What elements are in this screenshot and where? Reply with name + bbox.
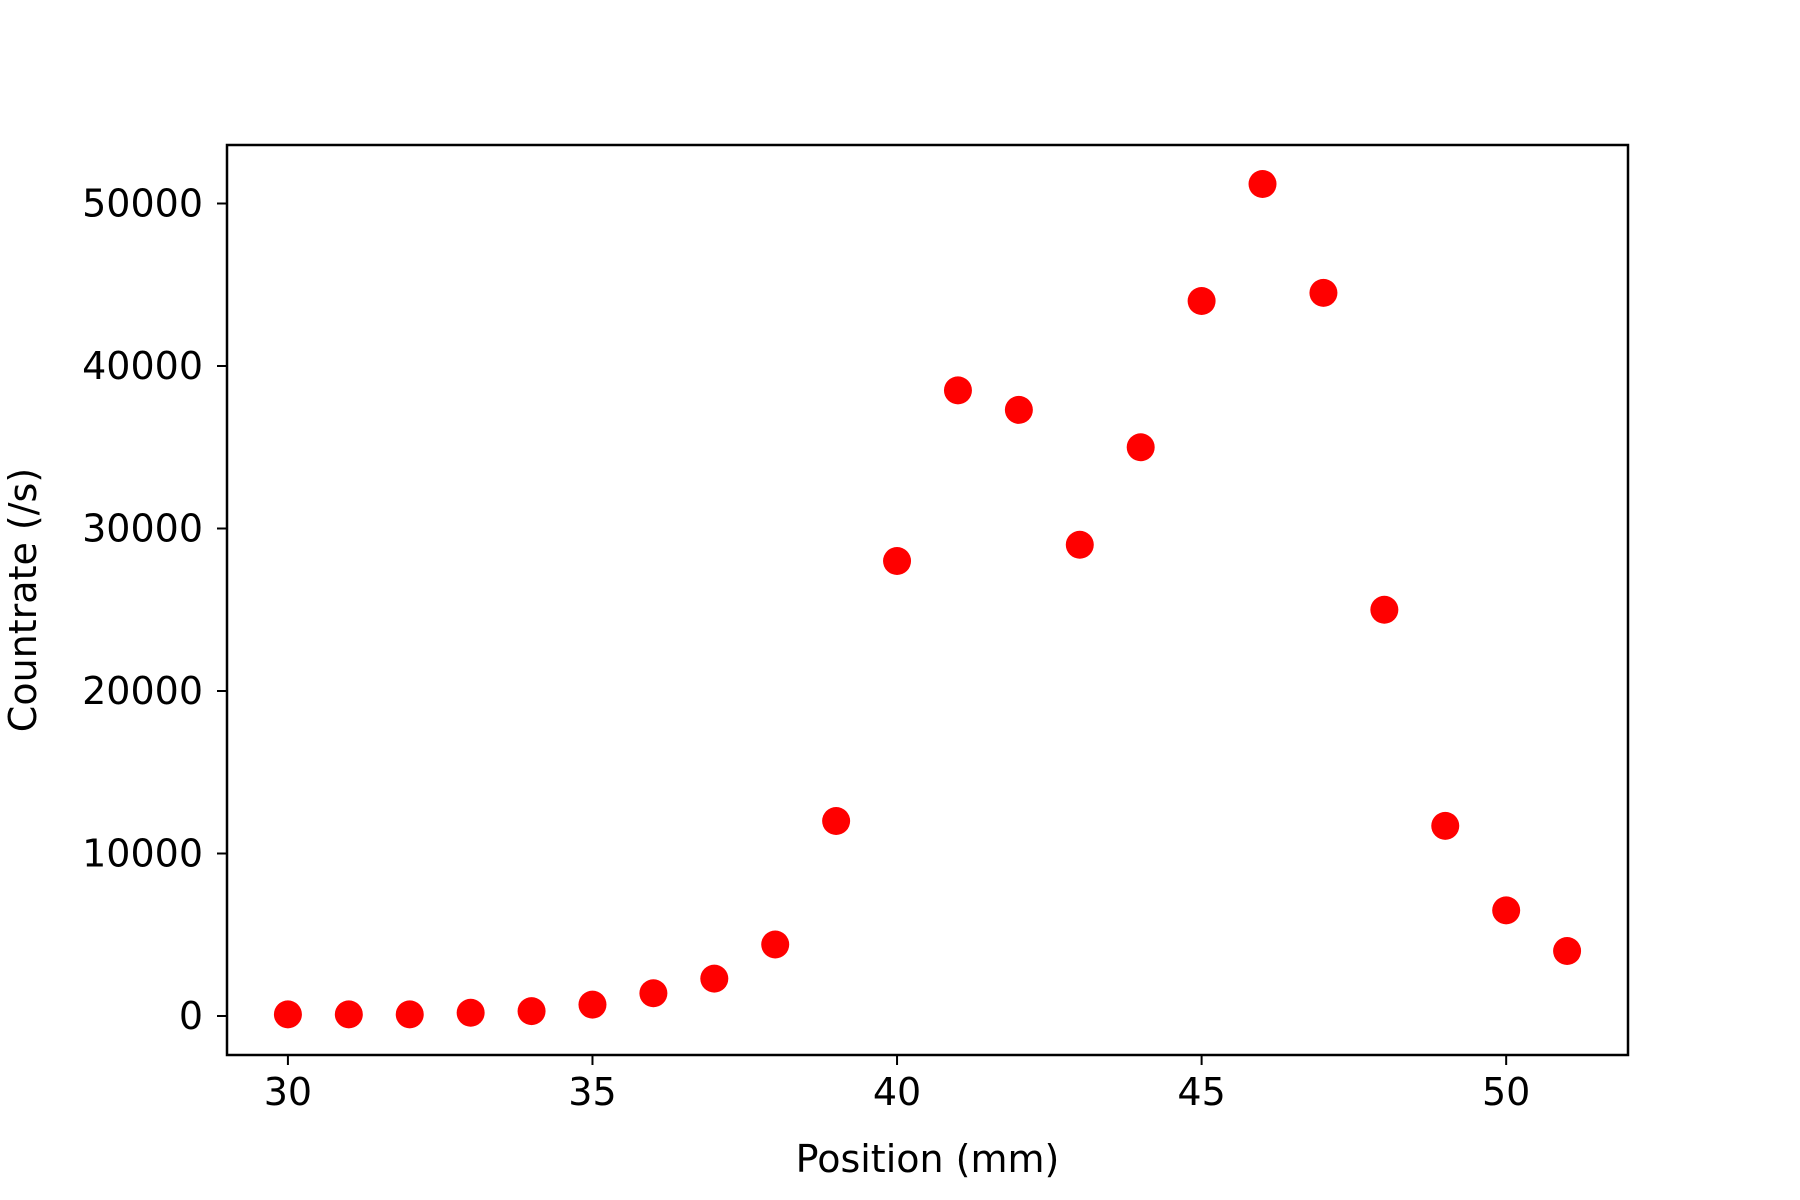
data-point-0-15	[1187, 287, 1216, 315]
x-tick-label-2: 40	[873, 1070, 921, 1114]
data-point-0-8	[761, 930, 790, 959]
x-axis-ticks: 30 35 40 45 50	[264, 1055, 1530, 1114]
data-point-0-3	[456, 998, 485, 1027]
y-tick-label-3: 30000	[82, 507, 203, 551]
data-point-0-11	[943, 376, 972, 405]
x-tick-label-3: 45	[1177, 1070, 1225, 1114]
data-point-0-21	[1553, 937, 1582, 965]
data-point-0-7	[700, 964, 729, 993]
y-tick-label-2: 20000	[82, 669, 203, 713]
x-axis-label: Position (mm)	[796, 1137, 1060, 1181]
y-axis-label: Countrate (/s)	[1, 468, 45, 732]
data-point-0-13	[1065, 530, 1094, 559]
data-point-0-20	[1492, 896, 1521, 925]
data-points	[273, 170, 1582, 1029]
x-tick-label-1: 35	[568, 1070, 616, 1114]
y-axis-ticks: 0 10000 20000 30000 40000 50000	[82, 182, 227, 1038]
data-point-0-16	[1248, 170, 1277, 198]
y-tick-label-0: 0	[179, 994, 203, 1038]
data-point-0-2	[395, 1000, 424, 1029]
data-point-0-4	[517, 997, 546, 1026]
data-point-0-17	[1309, 278, 1338, 307]
data-point-0-19	[1431, 811, 1460, 840]
data-point-0-5	[578, 990, 607, 1019]
y-tick-label-4: 40000	[82, 344, 203, 388]
data-point-0-0	[273, 1000, 302, 1029]
x-tick-label-0: 30	[264, 1070, 312, 1114]
data-point-0-9	[822, 807, 851, 835]
y-tick-label-5: 50000	[82, 182, 203, 226]
data-point-0-6	[639, 979, 668, 1008]
plot-frame	[225, 143, 1630, 1057]
data-point-0-10	[883, 547, 912, 575]
data-point-0-12	[1004, 395, 1033, 424]
x-tick-label-4: 50	[1482, 1070, 1530, 1114]
data-point-0-18	[1370, 595, 1399, 624]
y-tick-label-1: 10000	[82, 832, 203, 876]
data-point-0-1	[334, 1000, 363, 1029]
data-point-0-14	[1126, 433, 1155, 462]
